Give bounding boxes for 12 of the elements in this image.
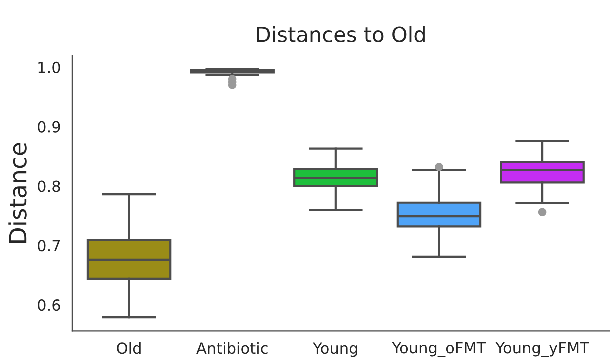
- y-tick-label: 0.6: [38, 300, 60, 312]
- x-tick-label: Antibiotic: [196, 342, 268, 354]
- x-tick-label: Young_oFMT: [392, 342, 486, 358]
- y-tick-label: 1.0: [38, 62, 60, 74]
- chart-title: Distances to Old: [257, 26, 425, 43]
- y-tick-label: 0.9: [38, 121, 60, 133]
- x-tick-label: Young: [313, 342, 358, 358]
- y-tick-label: 0.8: [38, 180, 60, 192]
- y-tick-label: 0.7: [38, 240, 60, 252]
- x-tick-label: Young_yFMT: [496, 342, 590, 358]
- x-tick-label: Old: [117, 342, 141, 354]
- y-axis-title: Distance: [8, 143, 27, 243]
